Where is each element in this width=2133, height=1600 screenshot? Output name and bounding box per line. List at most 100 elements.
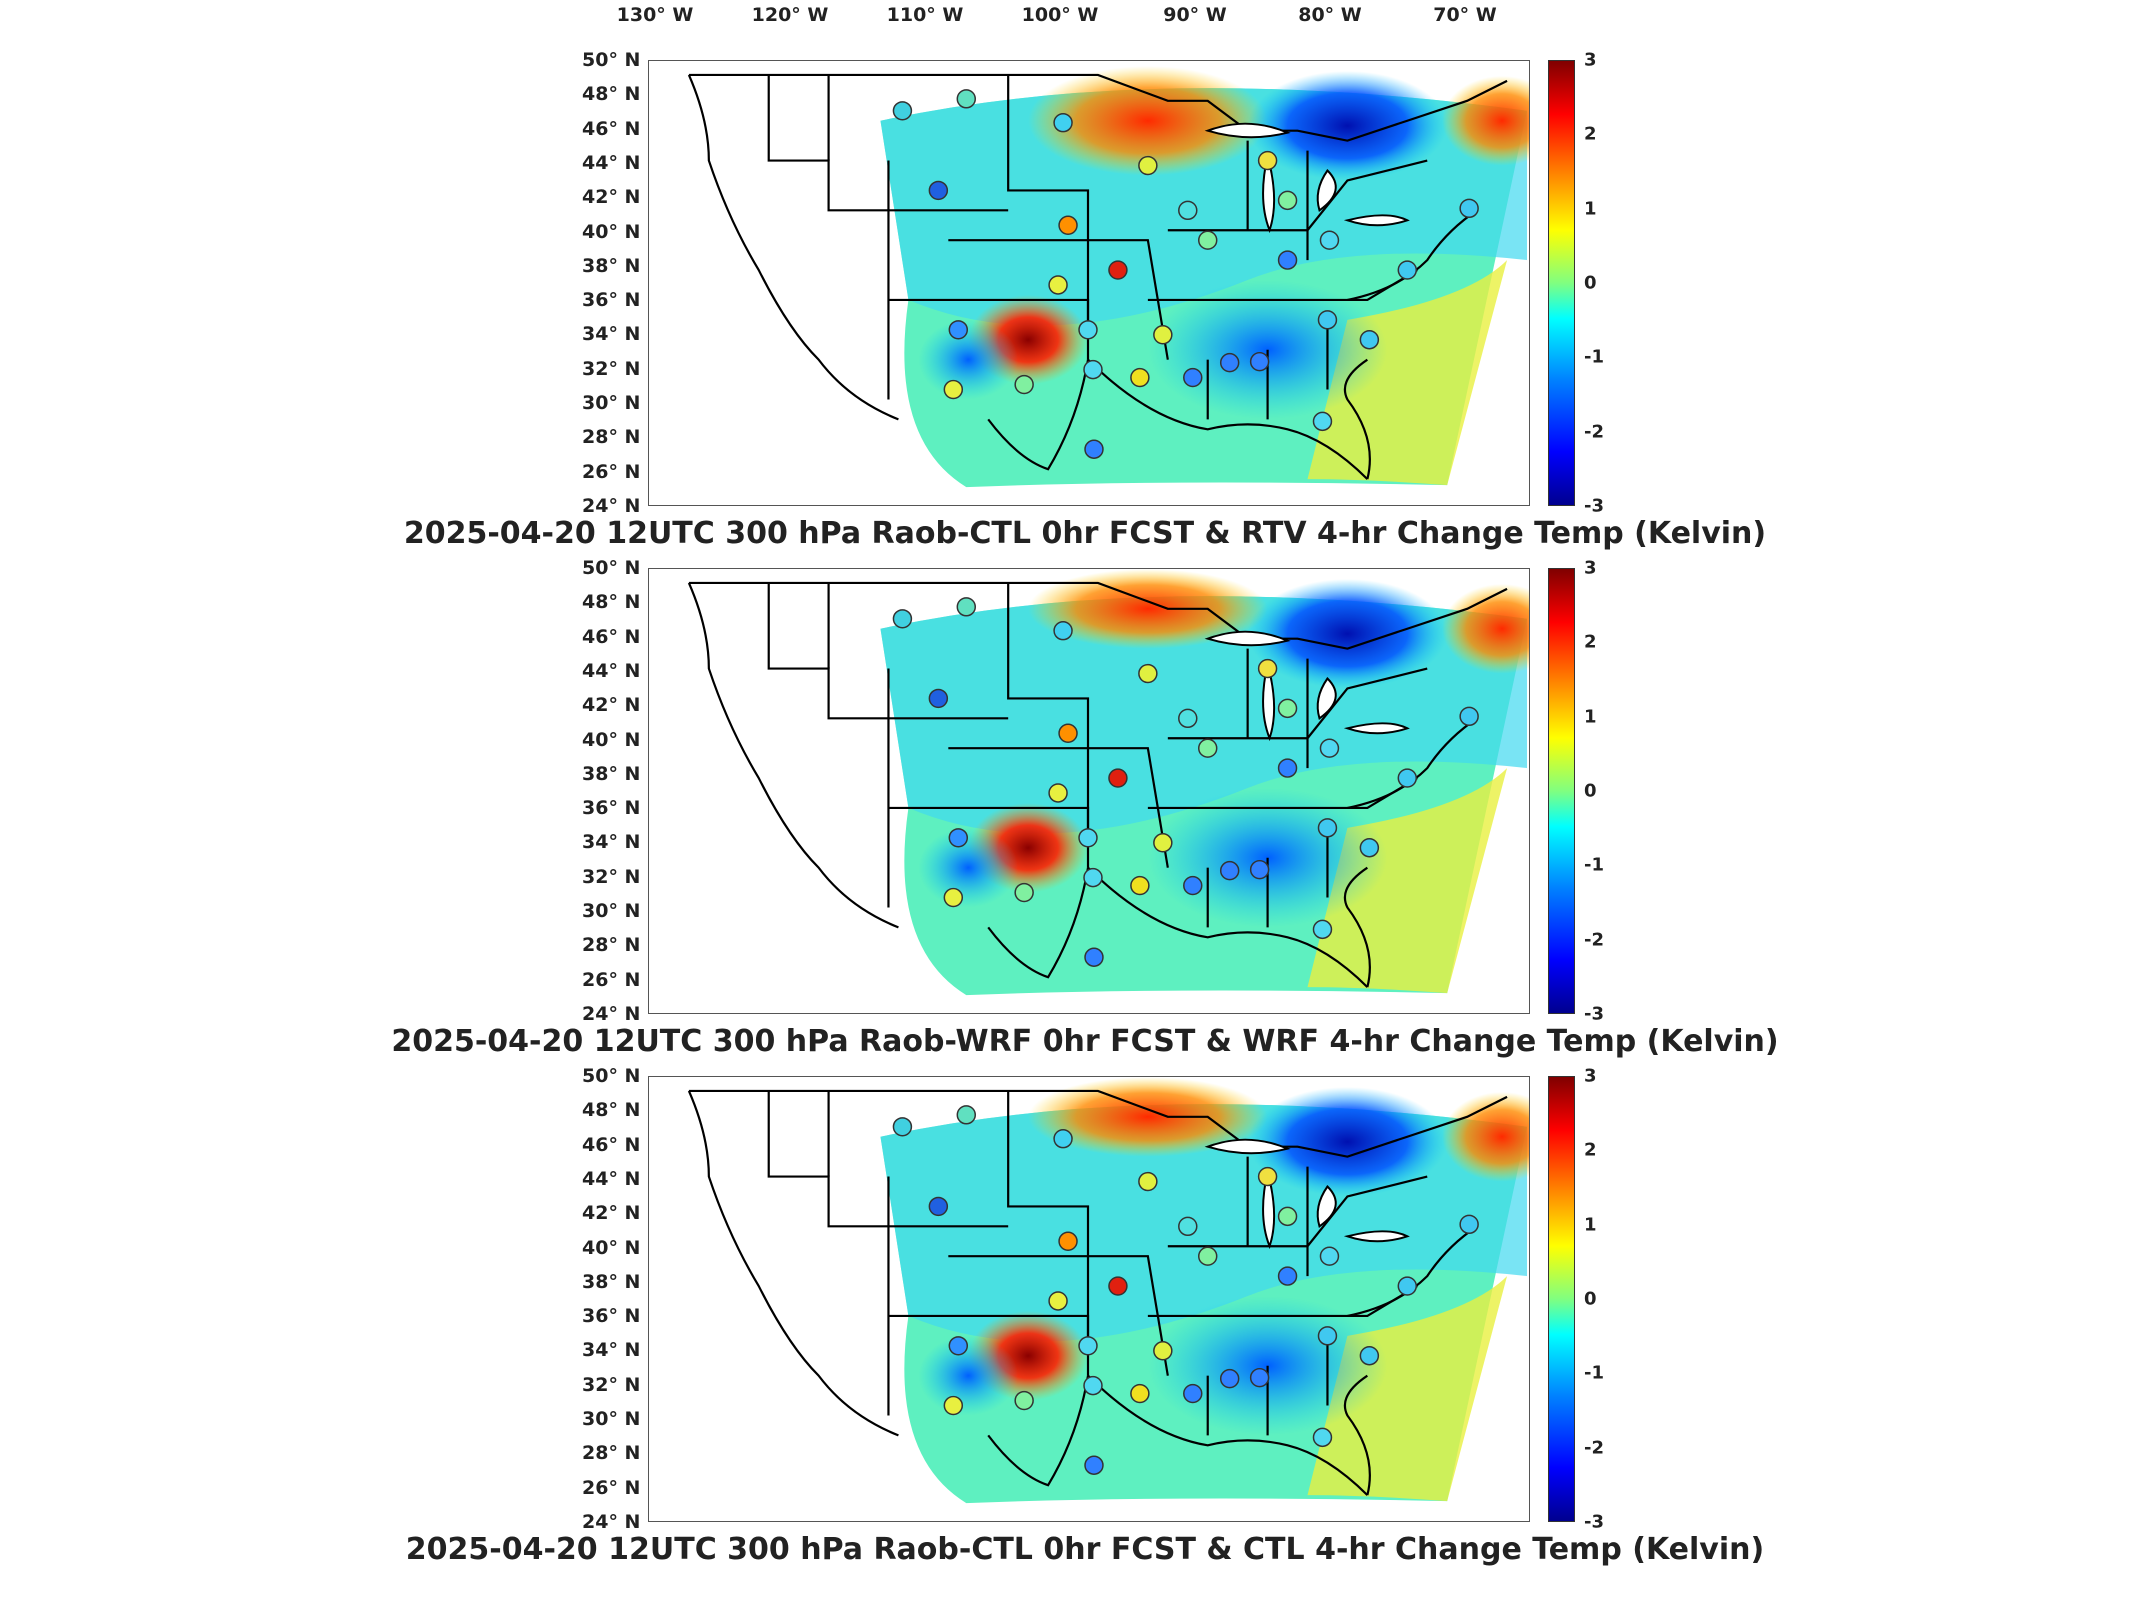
- lat-label: 26° N: [582, 968, 641, 991]
- raob-station-marker: [1359, 838, 1380, 858]
- raob-station-marker: [928, 1196, 949, 1217]
- lat-label: 50° N: [582, 49, 641, 71]
- temperature-change-map: [648, 568, 1530, 1014]
- raob-station-marker: [892, 101, 913, 121]
- raob-station-marker: [1359, 1346, 1380, 1366]
- raob-station-marker: [1219, 1368, 1240, 1389]
- warm-anomaly-north: [1028, 569, 1268, 649]
- colorbar-tick-label: 2: [1584, 123, 1597, 145]
- map-canvas: [687, 65, 1529, 488]
- colorbar-tick-label: 2: [1584, 631, 1597, 653]
- raob-station-marker: [1014, 1390, 1034, 1411]
- colorbar-tick-label: -1: [1584, 854, 1604, 876]
- raob-station-marker: [1459, 1214, 1479, 1235]
- raob-stations: [892, 89, 1479, 459]
- lat-label: 32° N: [582, 1373, 641, 1396]
- raob-station-marker: [1053, 113, 1073, 133]
- raob-station-marker: [1257, 658, 1278, 679]
- lat-label: 48° N: [582, 1099, 641, 1122]
- colorbar: [1548, 60, 1575, 506]
- colorbar-tick-label: 0: [1584, 780, 1597, 802]
- raob-station-marker: [1078, 320, 1098, 340]
- lat-label: 36° N: [582, 797, 641, 820]
- raob-station-marker: [1138, 1171, 1158, 1192]
- panel-title: 2025-04-20 12UTC 300 hPa Raob-CTL 0hr FC…: [405, 1532, 1765, 1567]
- colorbar-tick-label: -3: [1584, 1511, 1604, 1533]
- warm-anomaly-maine: [1442, 583, 1529, 674]
- raob-station-marker: [1053, 621, 1073, 641]
- raob-stations: [892, 1105, 1479, 1475]
- cold-anomaly-newmexico: [918, 827, 1019, 908]
- lat-label: 48° N: [582, 591, 641, 614]
- lat-label: 34° N: [582, 831, 641, 854]
- raob-station-marker: [1459, 198, 1479, 219]
- colorbar-tick-label: -3: [1584, 1003, 1604, 1025]
- map-canvas: [687, 569, 1529, 996]
- raob-station-marker: [1312, 1427, 1333, 1448]
- lat-label: 50° N: [582, 1065, 641, 1087]
- lat-label: 34° N: [582, 1339, 641, 1362]
- colorbar-tick-label: 1: [1584, 706, 1597, 728]
- raob-station-marker: [1083, 359, 1103, 380]
- raob-station-marker: [1312, 919, 1333, 940]
- raob-station-marker: [892, 1117, 913, 1137]
- raob-station-marker: [1319, 738, 1340, 758]
- map-canvas: [687, 1077, 1529, 1504]
- lat-label: 46° N: [582, 625, 641, 648]
- temperature-change-map: [648, 60, 1530, 506]
- raob-station-marker: [1058, 215, 1078, 235]
- raob-station-marker: [1048, 275, 1068, 295]
- lat-label: 24° N: [582, 495, 641, 517]
- raob-station-marker: [1014, 374, 1034, 395]
- raob-station-marker: [956, 1105, 977, 1125]
- raob-station-marker: [1083, 1375, 1103, 1396]
- raob-station-marker: [1317, 1326, 1338, 1346]
- warm-anomaly-north: [1028, 1077, 1268, 1157]
- lat-label: 28° N: [582, 426, 641, 449]
- raob-station-marker: [1198, 230, 1218, 250]
- cold-anomaly-newmexico: [918, 319, 1019, 400]
- raob-station-marker: [1397, 768, 1418, 788]
- colorbar-tick-label: -1: [1584, 1362, 1604, 1384]
- colorbar-tick-label: -2: [1584, 1437, 1604, 1459]
- cold-anomaly-northeast: [1247, 1086, 1448, 1197]
- lat-label: 26° N: [582, 1476, 641, 1499]
- raob-station-marker: [892, 609, 913, 629]
- raob-station-marker: [1219, 352, 1240, 373]
- raob-station-marker: [948, 828, 969, 848]
- raob-station-marker: [1153, 833, 1173, 853]
- raob-station-marker: [1249, 1367, 1270, 1388]
- colorbar-tick-label: -3: [1584, 495, 1604, 517]
- lat-label: 28° N: [582, 934, 641, 957]
- raob-station-marker: [1130, 367, 1150, 388]
- lat-label: 24° N: [582, 1511, 641, 1533]
- lon-label: 130° W: [616, 4, 694, 26]
- raob-station-marker: [1108, 1276, 1128, 1296]
- raob-station-marker: [1178, 200, 1198, 221]
- lat-label: 42° N: [582, 186, 641, 209]
- raob-station-marker: [1397, 260, 1418, 280]
- raob-station-marker: [1249, 859, 1270, 880]
- raob-station-marker: [1153, 325, 1173, 345]
- colorbar-tick-label: 3: [1584, 1065, 1597, 1087]
- raob-station-marker: [1078, 828, 1098, 848]
- cold-anomaly-northeast: [1247, 578, 1448, 689]
- colorbar: [1548, 1076, 1575, 1522]
- great-lakes: [1204, 122, 1410, 234]
- lat-label: 40° N: [582, 1236, 641, 1259]
- lat-label: 40° N: [582, 728, 641, 751]
- raob-station-marker: [943, 1395, 964, 1416]
- raob-station-marker: [1249, 351, 1270, 372]
- raob-station-marker: [1277, 758, 1298, 778]
- lat-label: 36° N: [582, 1305, 641, 1328]
- lat-label: 30° N: [582, 392, 641, 415]
- lat-label: 40° N: [582, 220, 641, 243]
- raob-station-marker: [1138, 155, 1158, 176]
- warm-region-southeast: [1307, 1276, 1508, 1502]
- raob-station-marker: [928, 180, 949, 201]
- lat-label: 30° N: [582, 900, 641, 923]
- colorbar-tick-label: 1: [1584, 1214, 1597, 1236]
- lat-label: 32° N: [582, 865, 641, 888]
- raob-station-marker: [1108, 260, 1128, 280]
- raob-station-marker: [1130, 1383, 1150, 1404]
